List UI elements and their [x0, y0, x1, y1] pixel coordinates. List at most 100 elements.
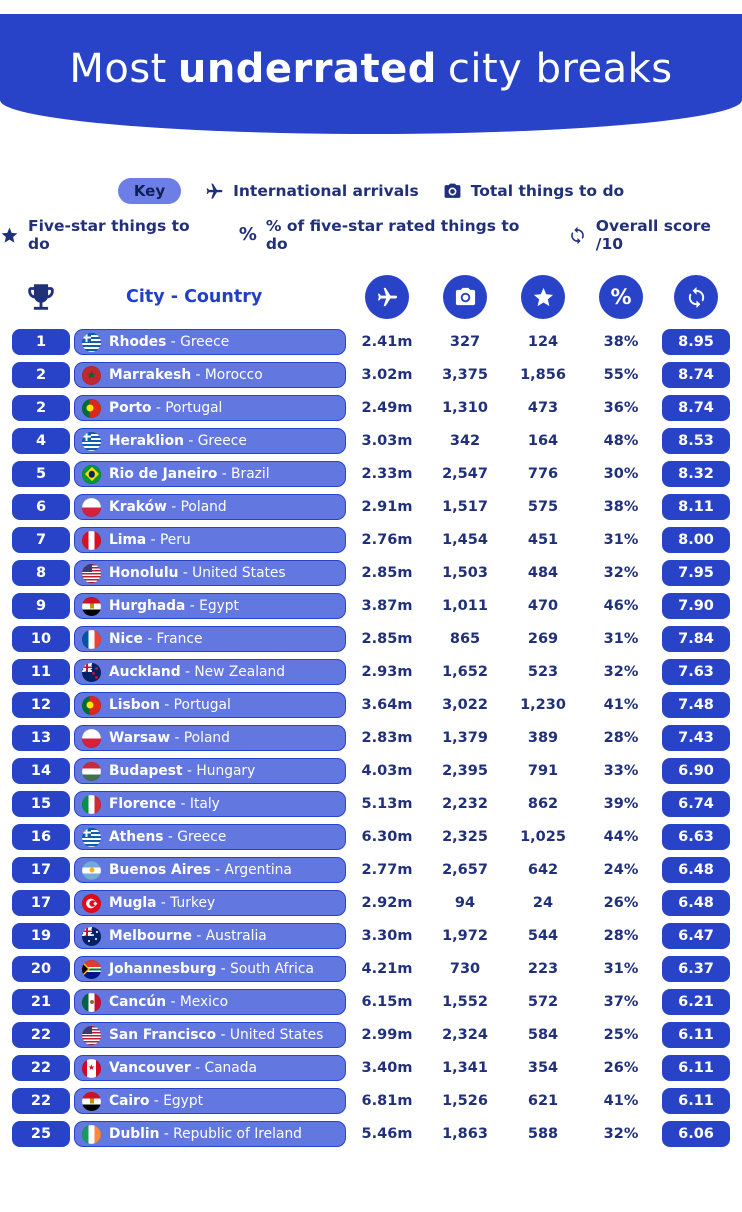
city-pill: Buenos Aires - Argentina — [74, 857, 346, 883]
city-pill: Kraków - Poland — [74, 494, 346, 520]
column-refresh-icon — [674, 275, 718, 319]
city-pill: Florence - Italy — [74, 791, 346, 817]
city-pill: Johannesburg - South Africa — [74, 956, 346, 982]
table-body: 1 Rhodes - Greece 2.41m 327 124 38% 8.95… — [12, 329, 730, 1147]
rank-value: 11 — [30, 664, 52, 680]
international-arrivals-value: 4.21m — [361, 961, 413, 977]
five-star-things-value: 544 — [527, 928, 559, 944]
country-name: - Poland — [170, 730, 230, 746]
overall-score-badge: 6.21 — [662, 989, 730, 1015]
city-pill: Mugla - Turkey — [74, 890, 346, 916]
five-star-percent-value: 55% — [603, 367, 639, 383]
column-percent-icon: % — [599, 275, 643, 319]
key-label: International arrivals — [233, 182, 419, 200]
five-star-percent-value: 31% — [603, 631, 639, 647]
united-states-flag-icon — [82, 1025, 101, 1045]
plane-icon — [205, 182, 224, 201]
table-row: 22 Vancouver - Canada 3.40m 1,341 354 26… — [12, 1055, 730, 1081]
city-name: Marrakesh — [109, 367, 192, 383]
table-row: 11 Auckland - New Zealand 2.93m 1,652 52… — [12, 659, 730, 685]
table-row: 7 Lima - Peru 2.76m 1,454 451 31% 8.00 — [12, 527, 730, 553]
country-name: - Turkey — [156, 895, 216, 911]
table-row: 12 Lisbon - Portugal 3.64m 3,022 1,230 4… — [12, 692, 730, 718]
overall-score-badge: 7.63 — [662, 659, 730, 685]
five-star-percent-value: 32% — [603, 664, 639, 680]
things-to-do-value: 730 — [449, 961, 481, 977]
city-pill: Athens - Greece — [74, 824, 346, 850]
city-name: Heraklion — [109, 433, 184, 449]
international-arrivals-value: 3.03m — [361, 433, 413, 449]
international-arrivals-value: 5.13m — [361, 796, 413, 812]
argentina-flag-icon — [82, 860, 101, 880]
five-star-percent-value: 24% — [603, 862, 639, 878]
international-arrivals-value: 2.85m — [361, 631, 413, 647]
rank-value: 7 — [35, 532, 47, 548]
overall-score-badge: 6.11 — [662, 1088, 730, 1114]
rank-badge: 22 — [12, 1022, 70, 1048]
city-country-label: Athens - Greece — [109, 829, 226, 845]
rank-value: 5 — [35, 466, 47, 482]
table-row: 10 Nice - France 2.85m 865 269 31% 7.84 — [12, 626, 730, 652]
table-row: 9 Hurghada - Egypt 3.87m 1,011 470 46% 7… — [12, 593, 730, 619]
international-arrivals-value: 6.30m — [361, 829, 413, 845]
key-badge: Key — [117, 178, 182, 204]
international-arrivals-value: 3.02m — [361, 367, 413, 383]
rank-badge: 17 — [12, 890, 70, 916]
greece-flag-icon — [82, 332, 101, 352]
country-name: - Greece — [166, 334, 230, 350]
peru-flag-icon — [82, 530, 101, 550]
city-pill: Rhodes - Greece — [74, 329, 346, 355]
rank-badge: 13 — [12, 725, 70, 751]
mexico-flag-icon — [82, 992, 101, 1012]
country-name: - United States — [178, 565, 286, 581]
five-star-things-value: 523 — [527, 664, 559, 680]
things-to-do-value: 327 — [449, 334, 481, 350]
city-country-label: Buenos Aires - Argentina — [109, 862, 292, 878]
portugal-flag-icon — [82, 398, 101, 418]
five-star-percent-value: 41% — [603, 697, 639, 713]
table-row: 2 Marrakesh - Morocco 3.02m 3,375 1,856 … — [12, 362, 730, 388]
five-star-percent-value: 44% — [603, 829, 639, 845]
overall-score-badge: 8.11 — [662, 494, 730, 520]
things-to-do-value: 2,325 — [442, 829, 488, 845]
overall-score-badge: 6.11 — [662, 1022, 730, 1048]
city-pill: Dublin - Republic of Ireland — [74, 1121, 346, 1147]
overall-score-badge: 7.84 — [662, 626, 730, 652]
things-to-do-value: 3,022 — [442, 697, 488, 713]
rank-value: 9 — [35, 598, 47, 614]
city-country-label: Cancún - Mexico — [109, 994, 228, 1010]
legend-line-2: Five-star things to do% % of five-star ra… — [0, 217, 742, 253]
five-star-things-value: 1,856 — [520, 367, 566, 383]
things-to-do-value: 3,375 — [442, 367, 488, 383]
city-country-label: Kraków - Poland — [109, 499, 227, 515]
city-name: Auckland — [109, 664, 181, 680]
five-star-things-value: 473 — [527, 400, 559, 416]
country-name: - Peru — [146, 532, 191, 548]
city-name: Lima — [109, 532, 147, 548]
five-star-things-value: 862 — [527, 796, 559, 812]
overall-score-badge: 8.95 — [662, 329, 730, 355]
rank-value: 8 — [35, 565, 47, 581]
five-star-things-value: 1,230 — [520, 697, 566, 713]
international-arrivals-value: 2.93m — [361, 664, 413, 680]
five-star-things-value: 621 — [527, 1093, 559, 1109]
city-country-label: Florence - Italy — [109, 796, 220, 812]
key-label: Five-star things to do — [28, 217, 190, 253]
international-arrivals-value: 2.49m — [361, 400, 413, 416]
key-label: Overall score /10 — [595, 217, 711, 253]
city-name: Honolulu — [109, 565, 179, 581]
city-country-label: Lisbon - Portugal — [109, 697, 231, 713]
things-to-do-value: 865 — [449, 631, 481, 647]
rank-badge: 22 — [12, 1088, 70, 1114]
rank-value: 14 — [30, 763, 52, 779]
city-country-label: Mugla - Turkey — [109, 895, 215, 911]
five-star-percent-value: 39% — [603, 796, 639, 812]
rank-badge: 25 — [12, 1121, 70, 1147]
table-row: 16 Athens - Greece 6.30m 2,325 1,025 44%… — [12, 824, 730, 850]
city-name: Cancún — [109, 994, 167, 1010]
rank-badge: 20 — [12, 956, 70, 982]
ireland-flag-icon — [82, 1124, 101, 1144]
city-name: Vancouver — [109, 1060, 191, 1076]
country-name: - Portugal — [151, 400, 223, 416]
overall-score-badge: 8.74 — [662, 395, 730, 421]
